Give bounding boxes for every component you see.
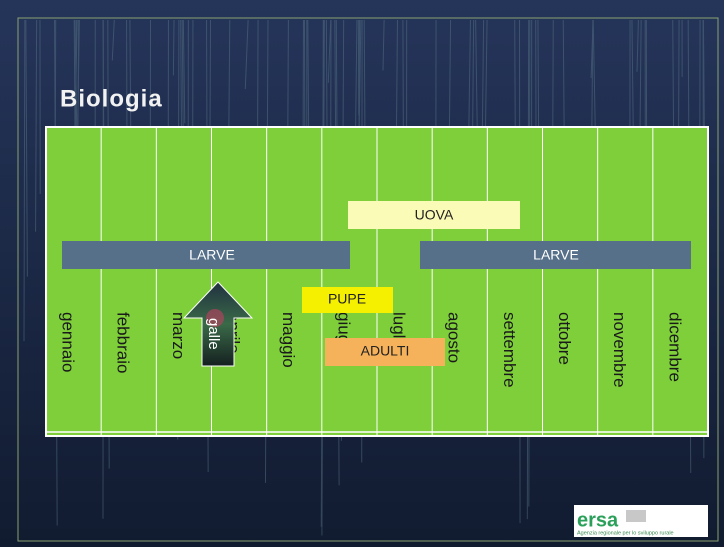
arrow-label: galle (205, 318, 222, 350)
frame (17, 17, 719, 542)
deco-line (481, 19, 485, 142)
larve-bar (62, 241, 350, 269)
larve-label: LARVE (533, 247, 579, 263)
logo-emblem (626, 510, 646, 522)
uova-bar (348, 201, 520, 229)
deco-line (636, 19, 639, 72)
deco-line (35, 19, 38, 232)
logo-name: ersa (577, 509, 619, 531)
deco-line (244, 19, 249, 90)
pupe-label: PUPE (328, 291, 366, 307)
deco-line (592, 19, 596, 130)
month-label: agosto (445, 312, 464, 363)
larve-label: LARVE (189, 247, 235, 263)
month-label: novembre (610, 312, 629, 388)
month-label: settembre (500, 312, 519, 388)
month-columns: gennaiofebbraiomarzoaprilemaggiogiugnolu… (58, 127, 684, 436)
deco-line (702, 19, 705, 134)
larve-bar (420, 241, 691, 269)
deco-line (327, 19, 332, 83)
adulti-bar (325, 338, 445, 366)
deco-line (23, 19, 26, 342)
month-label: marzo (169, 312, 188, 359)
deco-line (172, 19, 175, 76)
month-label: ottobre (555, 312, 574, 365)
arrow-image (206, 309, 224, 327)
month-label: gennaio (58, 312, 77, 373)
deco-line (111, 19, 115, 61)
logo-tagline: Agenzia regionale per lo sviluppo rurale (577, 530, 674, 536)
adulti-label: ADULTI (361, 343, 410, 359)
slide-title: Biologia (60, 85, 163, 112)
deco-line (395, 19, 398, 134)
deco-line (182, 19, 186, 124)
month-label: dicembre (665, 312, 684, 382)
pupe-bar (302, 287, 393, 313)
deco-line (590, 19, 594, 78)
month-label: maggio (279, 312, 298, 368)
deco-line (181, 19, 184, 136)
deco-line (382, 19, 385, 71)
month-label: febbraio (114, 312, 133, 373)
deco-line (77, 19, 80, 125)
uova-label: UOVA (415, 207, 454, 223)
deco-line (25, 19, 28, 277)
